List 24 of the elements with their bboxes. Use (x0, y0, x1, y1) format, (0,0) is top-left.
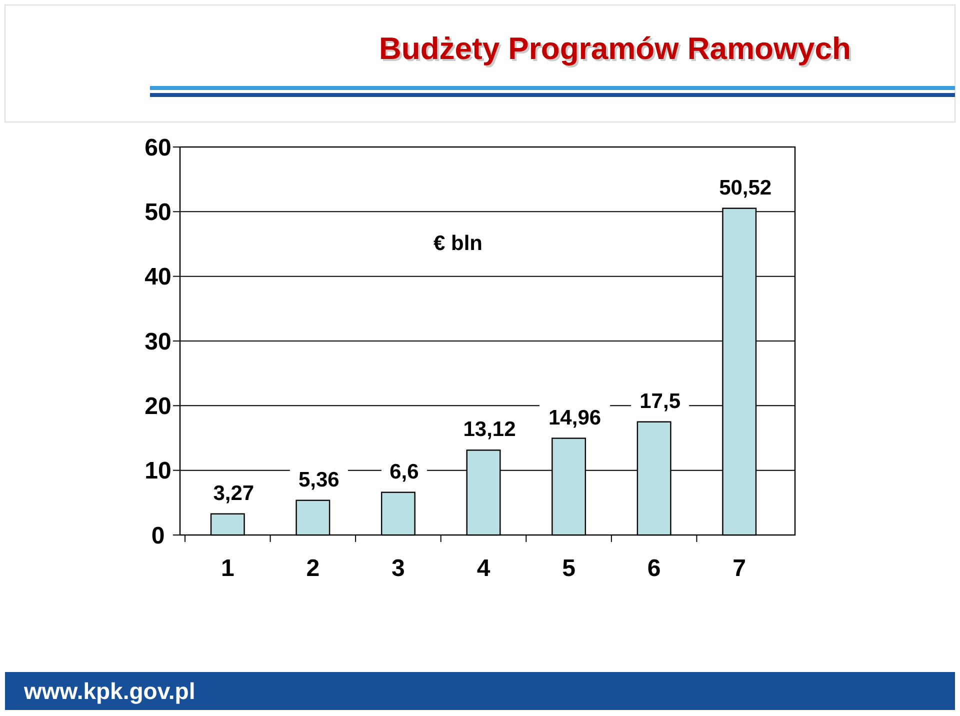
data-label: 3,27 (213, 482, 254, 505)
data-label: 6,6 (390, 460, 419, 484)
x-tick-label: 7 (732, 555, 746, 582)
text: www.kpk.gov.pl (23, 678, 196, 704)
x-tick-label: 6 (647, 555, 661, 582)
y-tick-label: 20 (144, 393, 172, 420)
data-label: 14,96 (548, 406, 602, 430)
x-tick-label: 3 (392, 555, 405, 582)
y-tick-label: 0 (151, 522, 165, 550)
data-label: 50,52 (719, 176, 772, 200)
data-label: 13,12 (463, 418, 516, 442)
y-tick-label: 10 (144, 458, 172, 485)
x-tick-label: 4 (476, 555, 491, 582)
y-tick-label: 60 (144, 134, 172, 162)
data-label: 5,36 (298, 468, 340, 492)
chart-title: Budżety Programów Ramowych (381, 33, 853, 68)
y-tick-label: 50 (144, 199, 172, 226)
y-tick-label: 40 (144, 264, 172, 291)
y-tick-label: 30 (144, 328, 172, 356)
annotation: € bln (433, 232, 483, 255)
x-tick-label: 2 (306, 555, 320, 582)
data-label: 17,5 (640, 390, 681, 413)
x-tick-label: 1 (220, 555, 234, 582)
x-tick-label: 5 (562, 555, 576, 582)
